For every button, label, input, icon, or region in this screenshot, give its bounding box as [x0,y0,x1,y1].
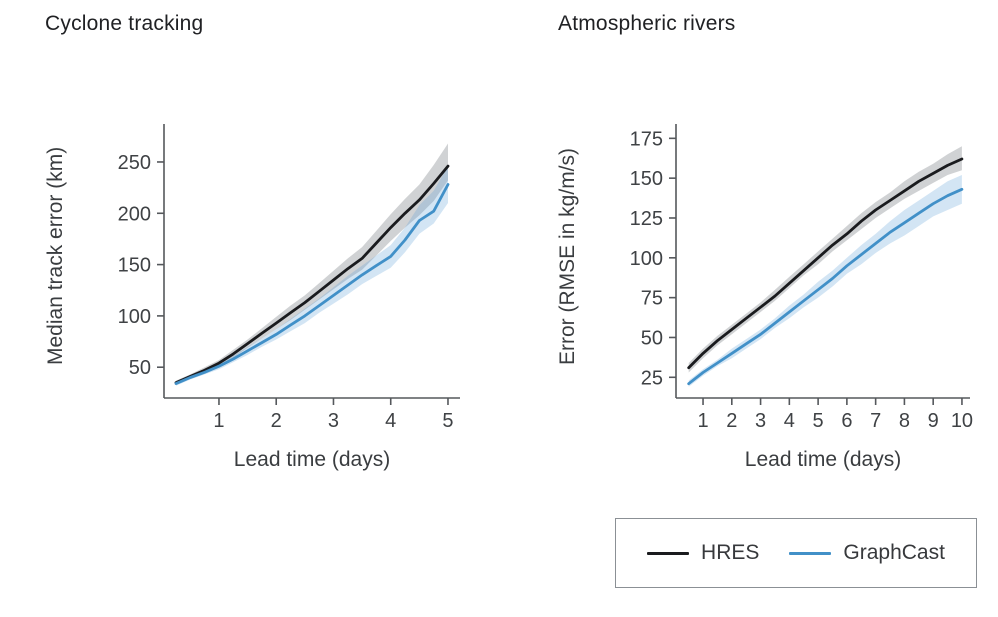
svg-text:50: 50 [129,357,151,379]
legend-label-hres: HRES [701,541,760,564]
svg-text:75: 75 [641,288,663,310]
svg-text:200: 200 [118,203,151,225]
legend-box: HRES GraphCast [615,518,977,588]
svg-text:125: 125 [630,208,663,230]
graphcast-line [174,183,450,385]
legend-item-graphcast: GraphCast [789,541,945,565]
atmospheric-rivers-chart: 25 50 75 100 125 150 175 1 2 3 4 5 6 7 8 9 10 Lead time (… [630,124,973,471]
left-chart-title: Cyclone tracking [45,12,204,35]
svg-text:Lead time (days): Lead time (days) [234,448,390,471]
svg-text:250: 250 [118,152,151,174]
svg-text:3: 3 [328,410,339,432]
legend-item-hres: HRES [647,541,759,565]
svg-text:8: 8 [899,410,910,432]
svg-text:150: 150 [118,255,151,277]
svg-text:7: 7 [870,410,881,432]
svg-text:Lead time (days): Lead time (days) [745,448,901,471]
svg-text:100: 100 [630,248,663,270]
svg-text:6: 6 [841,410,852,432]
right-chart-title: Atmospheric rivers [558,12,736,35]
svg-text:2: 2 [271,410,282,432]
svg-text:100: 100 [118,306,151,328]
svg-text:4: 4 [385,410,396,432]
svg-text:3: 3 [755,410,766,432]
svg-text:10: 10 [951,410,973,432]
svg-text:5: 5 [813,410,824,432]
hres-line [174,164,450,384]
graphcast-line [687,187,964,386]
svg-text:5: 5 [442,410,453,432]
hres-line-swatch-icon [647,551,690,555]
svg-text:1: 1 [697,410,708,432]
hres-band [688,146,962,373]
hres-line [687,157,964,370]
svg-text:150: 150 [630,168,663,190]
cyclone-tracking-chart: 50 100 150 200 250 1 2 3 4 5 Lead time (days) [118,124,460,471]
svg-text:2: 2 [726,410,737,432]
graphcast-band [688,175,962,387]
svg-text:25: 25 [641,367,663,389]
svg-text:4: 4 [784,410,795,432]
legend-label-graphcast: GraphCast [843,541,945,564]
svg-text:50: 50 [641,327,663,349]
graphcast-line-swatch-icon [789,551,832,555]
svg-text:1: 1 [213,410,224,432]
hres-band [176,143,448,385]
svg-text:9: 9 [928,410,939,432]
svg-text:175: 175 [630,128,663,150]
